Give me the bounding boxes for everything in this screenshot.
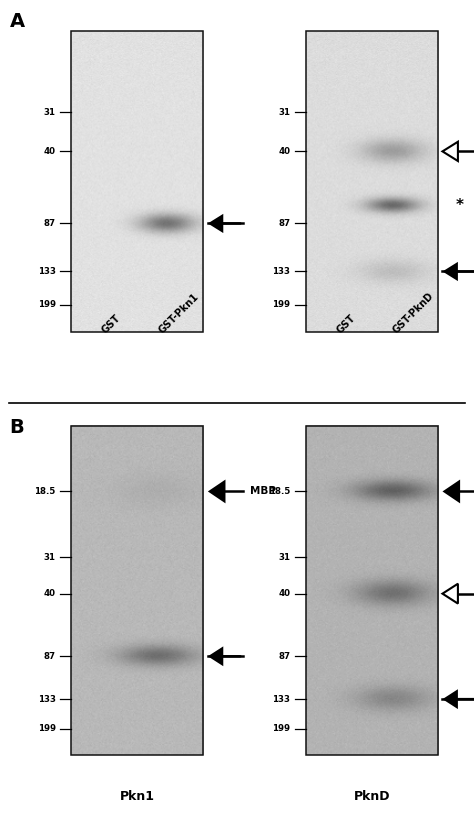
Text: 87: 87 xyxy=(278,219,291,228)
Text: A: A xyxy=(9,12,25,31)
Text: 40: 40 xyxy=(278,147,291,156)
Text: 87: 87 xyxy=(44,652,56,661)
Text: 87: 87 xyxy=(44,219,56,228)
Polygon shape xyxy=(442,480,460,504)
Polygon shape xyxy=(442,262,458,281)
Text: *: * xyxy=(456,198,464,213)
Polygon shape xyxy=(208,480,226,504)
Bar xyxy=(71,426,203,755)
Text: 40: 40 xyxy=(44,147,56,156)
Text: GST-Pkn1: GST-Pkn1 xyxy=(157,292,201,336)
Text: Pkn1: Pkn1 xyxy=(120,790,155,803)
Text: 199: 199 xyxy=(38,300,56,309)
Text: 31: 31 xyxy=(278,108,291,117)
Text: 31: 31 xyxy=(44,108,56,117)
Polygon shape xyxy=(442,690,458,709)
Text: 133: 133 xyxy=(38,267,56,276)
Polygon shape xyxy=(208,646,223,666)
Text: MBP: MBP xyxy=(250,486,276,496)
Polygon shape xyxy=(442,584,458,604)
Bar xyxy=(71,31,203,332)
Text: GST: GST xyxy=(100,313,122,336)
Text: 133: 133 xyxy=(273,695,291,704)
Text: 133: 133 xyxy=(273,267,291,276)
Text: 199: 199 xyxy=(38,724,56,733)
Bar xyxy=(306,426,438,755)
Text: 31: 31 xyxy=(278,553,291,562)
Text: 18.5: 18.5 xyxy=(269,487,291,496)
Text: B: B xyxy=(9,418,24,437)
Text: GST: GST xyxy=(335,313,357,336)
Text: GST-PknD: GST-PknD xyxy=(392,291,436,336)
Text: 40: 40 xyxy=(44,589,56,598)
Text: 87: 87 xyxy=(278,652,291,661)
Text: 40: 40 xyxy=(278,589,291,598)
Polygon shape xyxy=(442,142,458,161)
Text: 133: 133 xyxy=(38,695,56,704)
Bar xyxy=(306,31,438,332)
Polygon shape xyxy=(208,214,223,233)
Text: 199: 199 xyxy=(273,300,291,309)
Text: 31: 31 xyxy=(44,553,56,562)
Text: 199: 199 xyxy=(273,724,291,733)
Text: PknD: PknD xyxy=(354,790,390,803)
Text: 18.5: 18.5 xyxy=(35,487,56,496)
